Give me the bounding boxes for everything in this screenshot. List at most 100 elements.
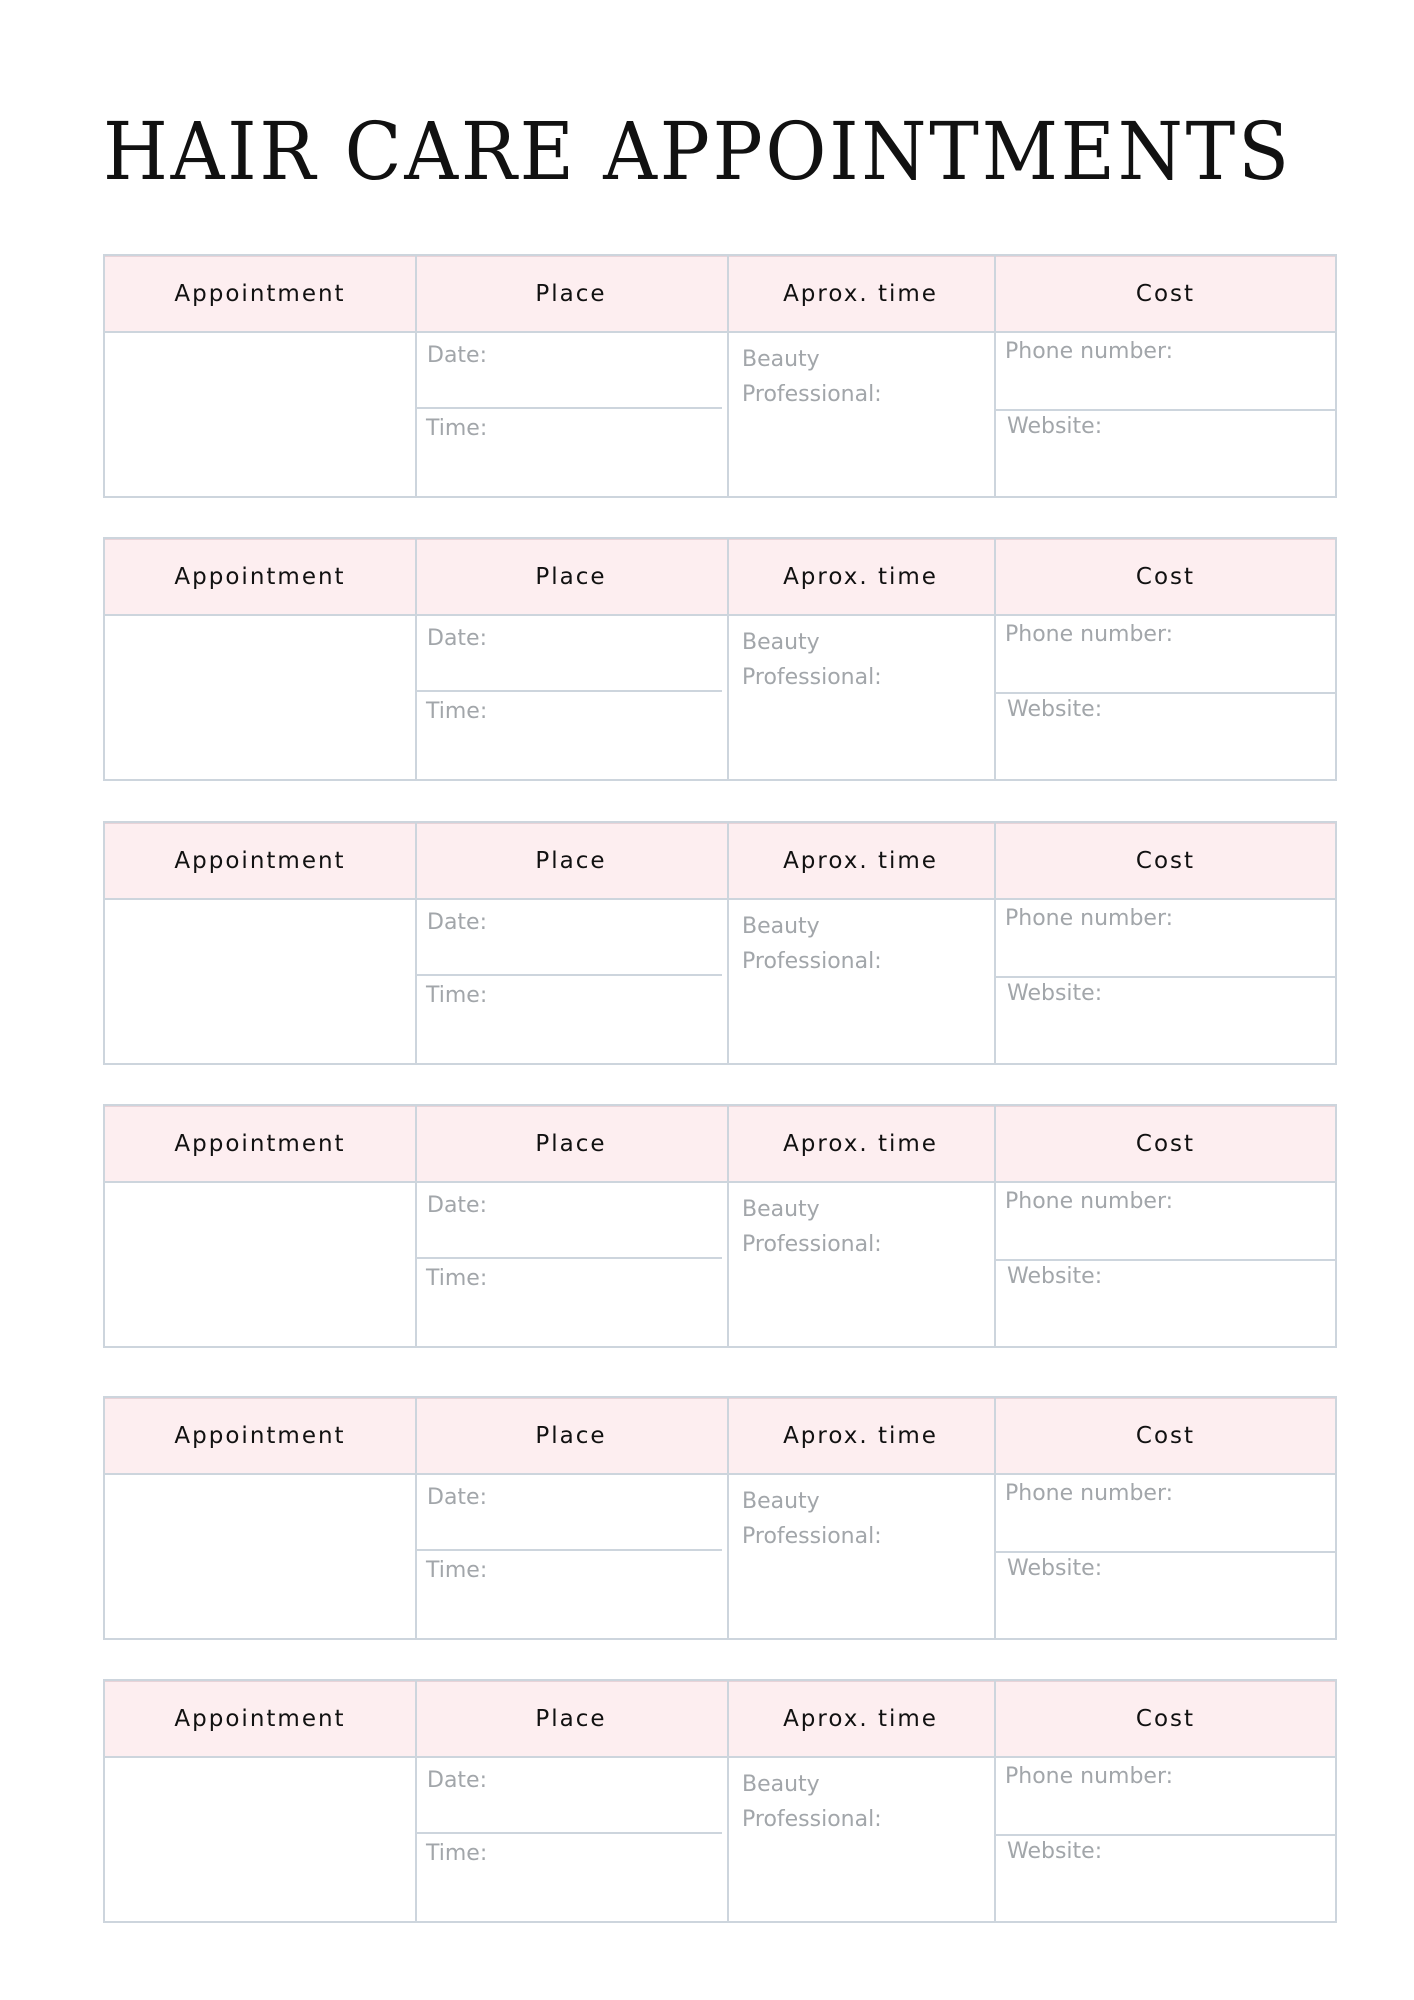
date-field[interactable]: Date: — [427, 626, 487, 651]
date-field[interactable]: Date: — [427, 1768, 487, 1793]
column-divider — [415, 1106, 417, 1346]
time-field[interactable]: Time: — [426, 699, 488, 724]
header-place: Place — [535, 564, 607, 590]
header-place: Place — [535, 1131, 607, 1157]
column-divider — [727, 1398, 729, 1638]
column-divider — [727, 539, 729, 779]
column-divider — [727, 823, 729, 1063]
phone-number-field[interactable]: Phone number: — [1005, 339, 1174, 364]
header-cost: Cost — [1135, 1706, 1196, 1732]
beauty-professional-field[interactable]: Professional: — [742, 382, 882, 407]
appointment-table: Appointment Place Aprox. time Cost Date: Time… — [103, 1396, 1337, 1640]
row-divider — [995, 692, 1335, 694]
date-field[interactable]: Date: — [427, 910, 487, 935]
table-header: Appointment Place Aprox. time Cost — [105, 256, 1335, 333]
website-field[interactable]: Website: — [1007, 1264, 1103, 1289]
column-divider — [415, 539, 417, 779]
header-cost: Cost — [1135, 564, 1196, 590]
row-divider — [416, 974, 722, 976]
beauty-professional-field[interactable]: Professional: — [742, 1807, 882, 1832]
beauty-professional-label: Beauty — [742, 1489, 820, 1514]
appointment-field[interactable] — [105, 1758, 413, 1921]
header-place: Place — [535, 848, 607, 874]
appointment-field[interactable] — [105, 1475, 413, 1638]
date-field[interactable]: Date: — [427, 1485, 487, 1510]
table-header: Appointment Place Aprox. time Cost — [105, 823, 1335, 900]
row-divider — [416, 1257, 722, 1259]
website-field[interactable]: Website: — [1007, 1556, 1103, 1581]
column-divider — [994, 823, 996, 1063]
header-place: Place — [535, 1706, 607, 1732]
column-divider — [415, 823, 417, 1063]
header-cost: Cost — [1135, 1131, 1196, 1157]
website-field[interactable]: Website: — [1007, 414, 1103, 439]
header-appointment: Appointment — [174, 848, 346, 874]
appointment-table: Appointment Place Aprox. time Cost Date: Time… — [103, 537, 1337, 781]
header-aprox-time: Aprox. time — [783, 1423, 938, 1449]
header-appointment: Appointment — [174, 564, 346, 590]
date-field[interactable]: Date: — [427, 343, 487, 368]
header-aprox-time: Aprox. time — [783, 1706, 938, 1732]
appointment-table: Appointment Place Aprox. time Cost Date: Time… — [103, 821, 1337, 1065]
table-header: Appointment Place Aprox. time Cost — [105, 1398, 1335, 1475]
phone-number-field[interactable]: Phone number: — [1005, 906, 1174, 931]
column-divider — [727, 1681, 729, 1921]
time-field[interactable]: Time: — [426, 1266, 488, 1291]
page-title: HAIR CARE APPOINTMENTS — [103, 105, 1292, 198]
phone-number-field[interactable]: Phone number: — [1005, 1764, 1174, 1789]
column-divider — [415, 1398, 417, 1638]
website-field[interactable]: Website: — [1007, 1839, 1103, 1864]
header-place: Place — [535, 281, 607, 307]
header-cost: Cost — [1135, 848, 1196, 874]
column-divider — [994, 1106, 996, 1346]
column-divider — [415, 256, 417, 496]
time-field[interactable]: Time: — [426, 416, 488, 441]
header-appointment: Appointment — [174, 1706, 346, 1732]
row-divider — [995, 409, 1335, 411]
phone-number-field[interactable]: Phone number: — [1005, 622, 1174, 647]
row-divider — [416, 690, 722, 692]
beauty-professional-label: Beauty — [742, 347, 820, 372]
appointment-table: Appointment Place Aprox. time Cost Date: Time… — [103, 254, 1337, 498]
appointment-field[interactable] — [105, 333, 413, 496]
beauty-professional-field[interactable]: Professional: — [742, 1524, 882, 1549]
beauty-professional-label: Beauty — [742, 630, 820, 655]
table-header: Appointment Place Aprox. time Cost — [105, 1106, 1335, 1183]
row-divider — [995, 976, 1335, 978]
column-divider — [727, 256, 729, 496]
appointment-field[interactable] — [105, 1183, 413, 1346]
header-aprox-time: Aprox. time — [783, 564, 938, 590]
beauty-professional-field[interactable]: Professional: — [742, 1232, 882, 1257]
date-field[interactable]: Date: — [427, 1193, 487, 1218]
table-header: Appointment Place Aprox. time Cost — [105, 1681, 1335, 1758]
column-divider — [727, 1106, 729, 1346]
appointment-table: Appointment Place Aprox. time Cost Date: Time… — [103, 1679, 1337, 1923]
phone-number-field[interactable]: Phone number: — [1005, 1189, 1174, 1214]
beauty-professional-field[interactable]: Professional: — [742, 665, 882, 690]
column-divider — [994, 539, 996, 779]
header-appointment: Appointment — [174, 281, 346, 307]
appointment-field[interactable] — [105, 616, 413, 779]
time-field[interactable]: Time: — [426, 1558, 488, 1583]
row-divider — [416, 1832, 722, 1834]
header-appointment: Appointment — [174, 1131, 346, 1157]
appointment-table: Appointment Place Aprox. time Cost Date: Time… — [103, 1104, 1337, 1348]
appointment-field[interactable] — [105, 900, 413, 1063]
column-divider — [994, 256, 996, 496]
header-aprox-time: Aprox. time — [783, 1131, 938, 1157]
website-field[interactable]: Website: — [1007, 981, 1103, 1006]
beauty-professional-field[interactable]: Professional: — [742, 949, 882, 974]
beauty-professional-label: Beauty — [742, 914, 820, 939]
header-aprox-time: Aprox. time — [783, 848, 938, 874]
website-field[interactable]: Website: — [1007, 697, 1103, 722]
phone-number-field[interactable]: Phone number: — [1005, 1481, 1174, 1506]
header-aprox-time: Aprox. time — [783, 281, 938, 307]
beauty-professional-label: Beauty — [742, 1772, 820, 1797]
row-divider — [416, 407, 722, 409]
column-divider — [994, 1681, 996, 1921]
time-field[interactable]: Time: — [426, 1841, 488, 1866]
column-divider — [994, 1398, 996, 1638]
row-divider — [995, 1551, 1335, 1553]
time-field[interactable]: Time: — [426, 983, 488, 1008]
header-cost: Cost — [1135, 281, 1196, 307]
